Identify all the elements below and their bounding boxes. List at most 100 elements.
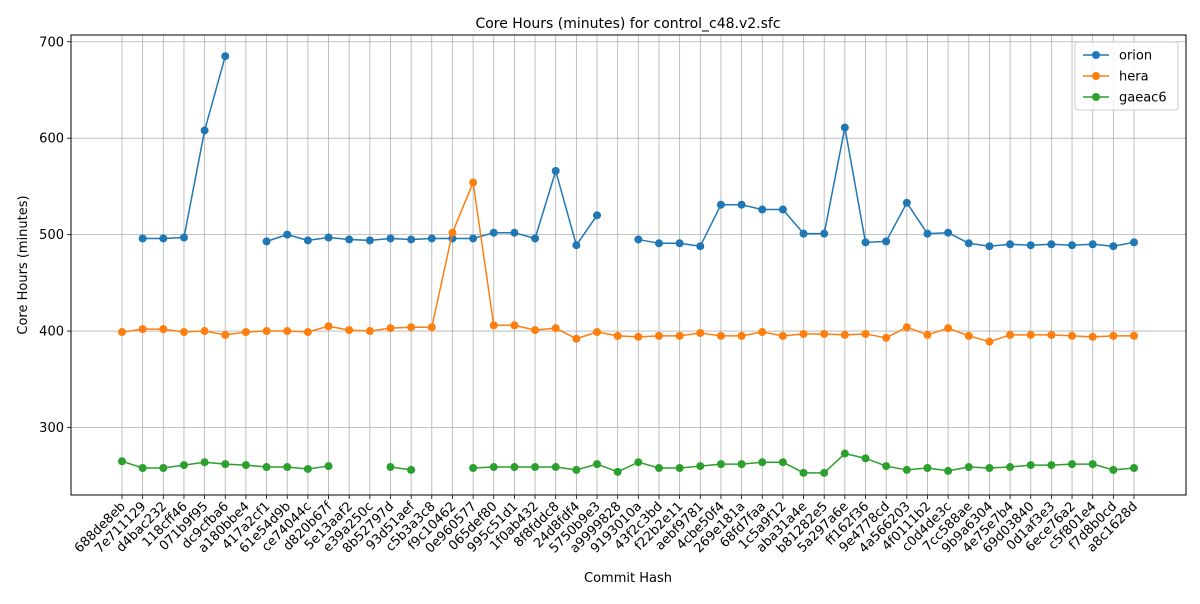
data-point-hera bbox=[551, 324, 560, 333]
data-point-orion bbox=[654, 239, 663, 248]
series-layer bbox=[118, 52, 1138, 477]
data-point-hera bbox=[964, 331, 973, 340]
data-point-hera bbox=[737, 331, 746, 340]
data-point-hera bbox=[365, 327, 374, 336]
data-point-hera bbox=[820, 329, 829, 338]
data-point-gaeac6 bbox=[1006, 463, 1015, 472]
data-point-gaeac6 bbox=[716, 460, 725, 469]
data-point-orion bbox=[159, 234, 168, 243]
gridlines bbox=[71, 35, 1186, 495]
data-point-orion bbox=[799, 229, 808, 238]
data-point-hera bbox=[531, 326, 540, 335]
data-point-gaeac6 bbox=[964, 463, 973, 472]
data-point-gaeac6 bbox=[159, 463, 168, 472]
data-point-gaeac6 bbox=[737, 460, 746, 469]
data-point-hera bbox=[696, 328, 705, 337]
series-line-hera bbox=[121, 181, 1134, 343]
data-point-orion bbox=[944, 228, 953, 237]
data-point-gaeac6 bbox=[1068, 460, 1077, 469]
data-point-orion bbox=[531, 234, 540, 243]
data-point-gaeac6 bbox=[902, 465, 911, 474]
data-point-hera bbox=[303, 328, 312, 337]
series-gaeac6 bbox=[118, 449, 1138, 477]
data-point-hera bbox=[489, 321, 498, 330]
data-point-hera bbox=[241, 328, 250, 337]
data-point-gaeac6 bbox=[882, 462, 891, 471]
data-point-gaeac6 bbox=[221, 460, 230, 469]
data-point-gaeac6 bbox=[985, 463, 994, 472]
data-point-orion bbox=[200, 126, 209, 135]
data-point-orion bbox=[737, 200, 746, 209]
data-point-hera bbox=[345, 326, 354, 335]
data-point-hera bbox=[1088, 332, 1097, 341]
data-point-orion bbox=[820, 229, 829, 238]
y-tick-label: 400 bbox=[39, 325, 64, 340]
data-point-hera bbox=[572, 334, 581, 343]
data-point-orion bbox=[882, 237, 891, 246]
data-point-gaeac6 bbox=[138, 463, 147, 472]
data-point-hera bbox=[1006, 330, 1015, 339]
y-axis-label: Core Hours (minutes) bbox=[16, 195, 31, 334]
series-hera bbox=[118, 178, 1138, 346]
data-point-gaeac6 bbox=[820, 468, 829, 477]
data-point-hera bbox=[1130, 331, 1138, 340]
data-point-hera bbox=[427, 323, 436, 332]
data-point-gaeac6 bbox=[118, 457, 126, 466]
data-point-orion bbox=[179, 233, 188, 242]
legend-label-gaeac6: gaeac6 bbox=[1119, 91, 1167, 106]
data-point-hera bbox=[448, 228, 457, 237]
data-point-hera bbox=[613, 331, 622, 340]
data-point-gaeac6 bbox=[1047, 461, 1056, 470]
data-point-hera bbox=[840, 330, 849, 339]
data-point-gaeac6 bbox=[407, 465, 416, 474]
data-point-orion bbox=[634, 235, 643, 244]
data-point-gaeac6 bbox=[489, 463, 498, 472]
data-point-orion bbox=[861, 238, 870, 247]
data-point-orion bbox=[1109, 242, 1118, 251]
legend-marker-hera bbox=[1092, 72, 1100, 80]
data-point-hera bbox=[386, 324, 395, 333]
data-point-hera bbox=[324, 322, 333, 331]
data-point-orion bbox=[923, 229, 932, 238]
data-point-hera bbox=[179, 328, 188, 337]
data-point-orion bbox=[551, 166, 560, 175]
data-point-hera bbox=[944, 324, 953, 333]
data-point-hera bbox=[283, 327, 292, 336]
legend-marker-gaeac6 bbox=[1092, 93, 1100, 101]
data-point-hera bbox=[1068, 331, 1077, 340]
data-point-gaeac6 bbox=[1130, 463, 1138, 472]
data-point-gaeac6 bbox=[200, 458, 209, 467]
data-point-orion bbox=[469, 234, 478, 243]
data-point-hera bbox=[1109, 331, 1118, 340]
plot-frame bbox=[70, 34, 1187, 496]
data-point-hera bbox=[985, 337, 994, 346]
data-point-orion bbox=[840, 123, 849, 132]
data-point-gaeac6 bbox=[944, 466, 953, 475]
data-point-gaeac6 bbox=[241, 461, 250, 470]
data-point-hera bbox=[716, 331, 725, 340]
data-point-orion bbox=[593, 211, 602, 220]
data-point-gaeac6 bbox=[283, 463, 292, 472]
data-point-hera bbox=[593, 328, 602, 337]
data-point-orion bbox=[696, 242, 705, 251]
data-point-hera bbox=[882, 333, 891, 342]
series-orion bbox=[138, 52, 1138, 251]
data-point-gaeac6 bbox=[778, 458, 787, 467]
data-point-gaeac6 bbox=[840, 449, 849, 458]
data-point-orion bbox=[365, 236, 374, 245]
legend: orion hera gaeac6 bbox=[1074, 41, 1179, 111]
data-point-gaeac6 bbox=[510, 463, 519, 472]
data-point-hera bbox=[799, 329, 808, 338]
data-point-orion bbox=[427, 234, 436, 243]
data-point-orion bbox=[675, 239, 684, 248]
data-point-orion bbox=[1068, 241, 1077, 250]
data-point-orion bbox=[985, 242, 994, 251]
data-point-hera bbox=[510, 321, 519, 330]
data-point-gaeac6 bbox=[613, 467, 622, 476]
data-point-orion bbox=[1130, 238, 1138, 247]
data-point-orion bbox=[138, 234, 147, 243]
data-point-hera bbox=[1047, 330, 1056, 339]
data-point-hera bbox=[778, 331, 787, 340]
